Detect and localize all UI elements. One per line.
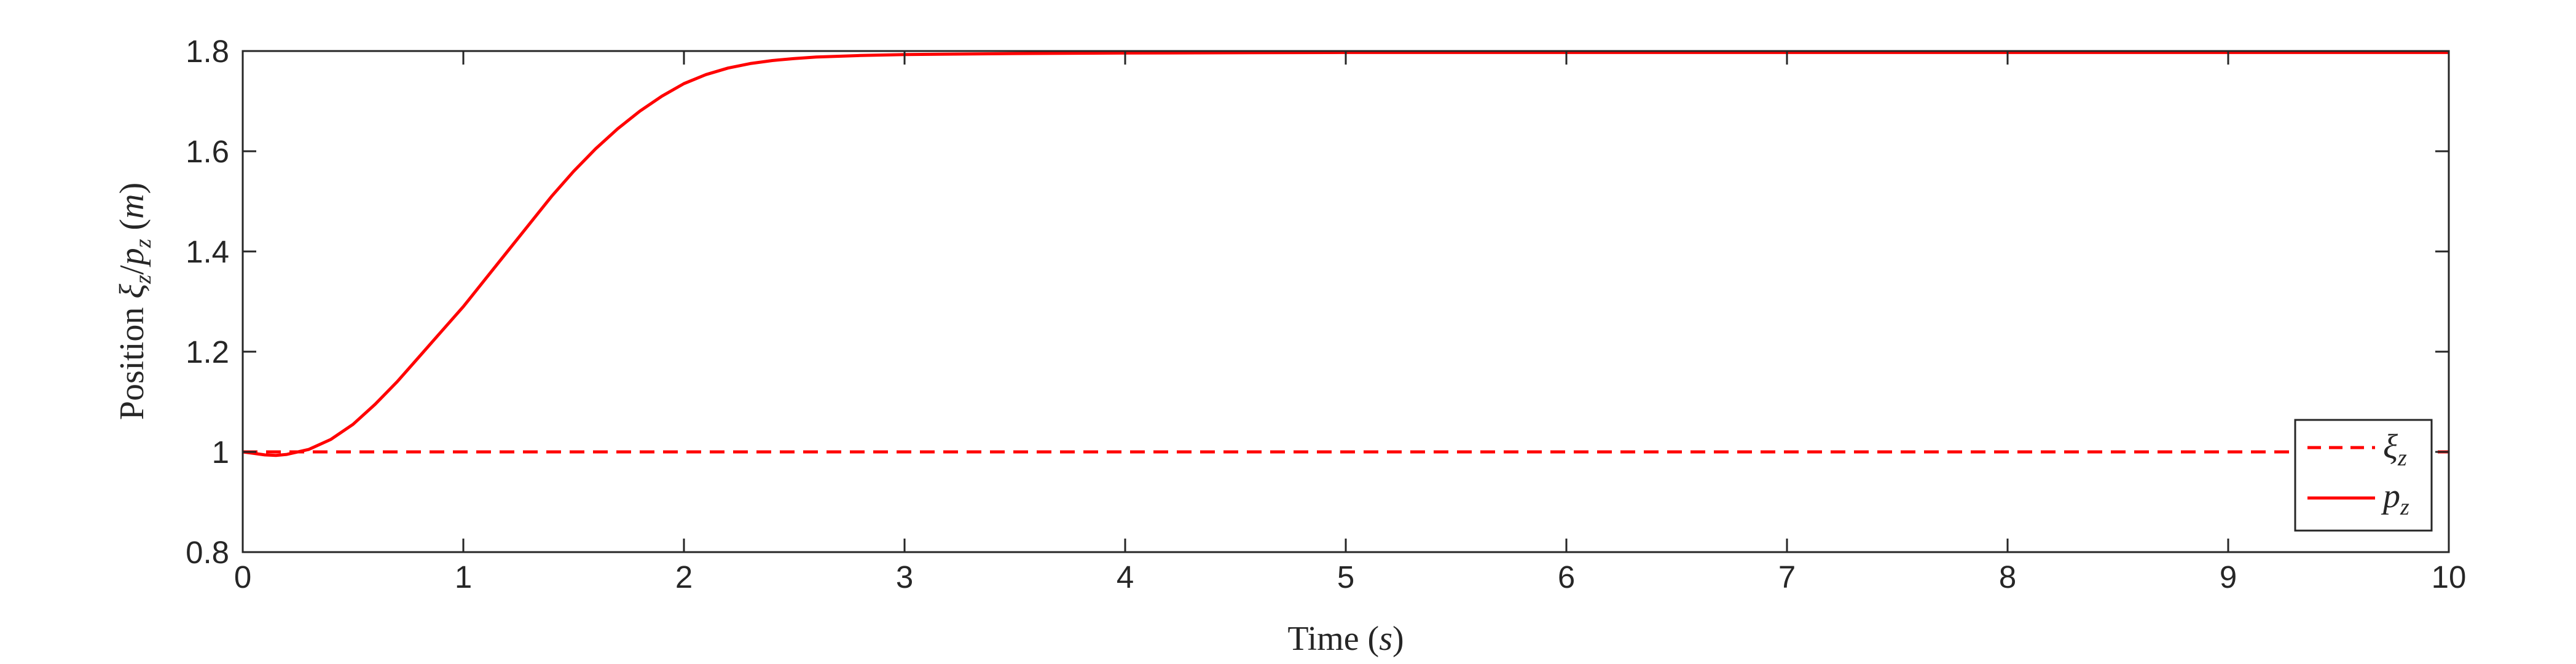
legend-box [2294,419,2433,532]
x-tick-label: 6 [1558,559,1575,595]
x-tick-label: 3 [896,559,913,595]
x-tick-label: 9 [2220,559,2237,595]
series-line-1 [242,50,2449,457]
tick-layer: 0 1 2 3 4 5 6 7 8 9 10 0.8 1 1.2 1.4 1.6 1.8 [186,34,2466,595]
y-tick-label: 1 [212,435,229,470]
series-layer [242,50,2449,457]
y-tick-label: 1.2 [186,334,229,370]
y-tick-label: 1.8 [186,34,229,69]
x-tick-label: 7 [1778,559,1796,595]
x-tick-label: 2 [675,559,693,595]
y-tick-label: 0.8 [186,535,229,570]
legend-label-xi-z: ξz [2383,428,2407,471]
plot-area [243,51,2449,552]
x-tick-label: 1 [455,559,472,595]
legend: ξz pz [2294,419,2433,532]
y-axis-title: Position ξz/pz (m) [113,183,156,421]
y-tick-label: 1.6 [186,134,229,169]
x-tick-label: 8 [1999,559,2016,595]
x-axis-title: Time (s) [1287,620,1404,658]
x-tick-label: 10 [2432,559,2467,595]
x-tick-label: 5 [1337,559,1354,595]
x-tick-label: 4 [1117,559,1134,595]
y-tick-label: 1.4 [186,234,229,269]
x-tick-label: 0 [234,559,251,595]
legend-label-p-z: pz [2381,477,2409,520]
